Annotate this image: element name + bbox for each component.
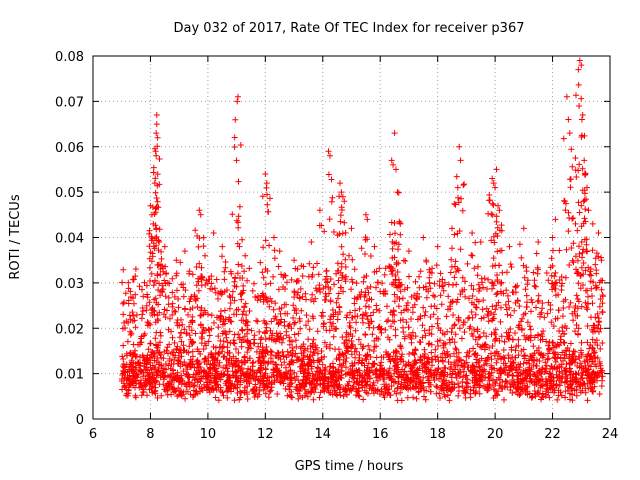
- x-tick-label: 12: [257, 427, 274, 442]
- x-tick-label: 22: [544, 427, 561, 442]
- y-tick-label: 0.02: [55, 322, 84, 337]
- x-tick-label: 16: [372, 427, 389, 442]
- x-tick-label: 20: [487, 427, 504, 442]
- x-tick-label: 6: [89, 427, 97, 442]
- grid-lines: [93, 56, 610, 419]
- x-tick-label: 14: [315, 427, 332, 442]
- y-axis-tick-labels: 0 0.01 0.02 0.03 0.04 0.05 0.06 0.07 0.08: [55, 50, 84, 428]
- data-points: [118, 57, 606, 404]
- x-tick-label: 10: [200, 427, 217, 442]
- y-tick-label: 0: [76, 413, 84, 428]
- y-tick-label: 0.08: [55, 50, 84, 65]
- y-tick-label: 0.05: [55, 186, 84, 201]
- x-tick-label: 24: [602, 427, 619, 442]
- y-tick-label: 0.01: [55, 368, 84, 383]
- x-tick-label: 8: [146, 427, 154, 442]
- y-axis-label: ROTI / TECUs: [8, 194, 23, 279]
- roti-point-markers: [118, 57, 606, 404]
- axis-ticks: [92, 55, 611, 420]
- y-tick-label: 0.07: [55, 95, 84, 110]
- y-tick-label: 0.03: [55, 277, 84, 292]
- y-tick-label: 0.06: [55, 141, 84, 156]
- x-tick-label: 18: [429, 427, 446, 442]
- chart-title: Day 032 of 2017, Rate Of TEC Index for r…: [174, 21, 525, 36]
- x-axis-label: GPS time / hours: [295, 459, 404, 474]
- y-tick-label: 0.04: [55, 232, 84, 247]
- x-axis-tick-labels: 6 8 10 12 14 16 18 20 22 24: [89, 427, 618, 442]
